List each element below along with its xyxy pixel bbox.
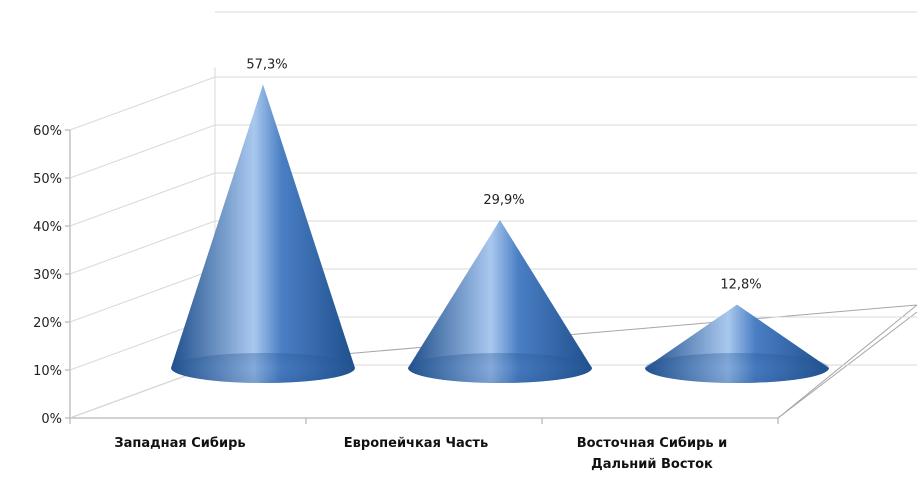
cone-layer <box>171 84 829 384</box>
y-tick-layer: 0% 10% 20% 30% 40% 50% 60% <box>33 124 779 427</box>
cone-base <box>645 353 829 383</box>
data-label: 29,9% <box>483 193 524 208</box>
category-label: Европейчкая Часть <box>344 436 488 451</box>
y-tick-label: 20% <box>33 316 62 331</box>
wall-gridline <box>69 220 216 275</box>
data-label-layer: 57,3% 29,9% 12,8% <box>246 57 761 292</box>
wall-gridline <box>69 124 216 179</box>
cone-body <box>171 84 355 384</box>
data-label: 57,3% <box>246 57 287 72</box>
wall-gridline <box>69 172 216 227</box>
category-label-layer: Западная Сибирь Европейчкая Часть Восточна… <box>114 436 727 472</box>
cone-bar <box>171 84 355 384</box>
wall-gridline <box>69 268 216 323</box>
category-label: Восточная Сибирь и <box>577 436 728 451</box>
y-tick-label: 0% <box>41 412 62 427</box>
y-tick-label: 40% <box>33 220 62 235</box>
cone-bar <box>645 304 829 383</box>
wall-gridline <box>69 76 216 131</box>
cone-base <box>408 353 592 383</box>
cone-base <box>171 353 355 383</box>
data-label: 12,8% <box>720 278 761 293</box>
y-tick-label: 50% <box>33 172 62 187</box>
y-tick-label: 30% <box>33 268 62 283</box>
cone-bar <box>408 219 592 383</box>
category-label: Западная Сибирь <box>114 436 245 451</box>
category-label: Дальний Восток <box>591 457 713 472</box>
cone-body <box>408 219 592 383</box>
y-tick-label: 60% <box>33 124 62 139</box>
y-tick-label: 10% <box>33 364 62 379</box>
